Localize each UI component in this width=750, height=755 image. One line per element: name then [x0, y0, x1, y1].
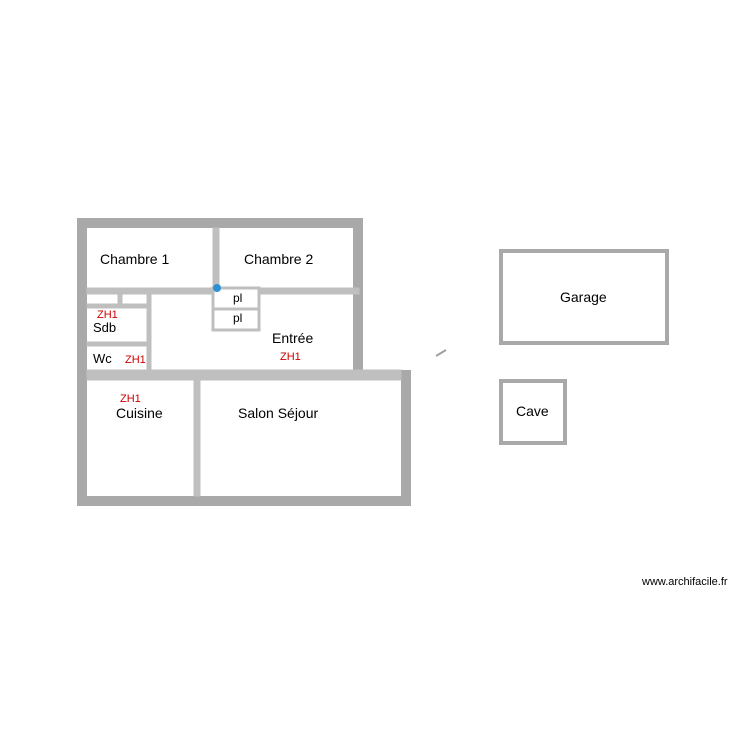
label-entree-zh: ZH1 — [280, 351, 301, 363]
label-cave: Cave — [516, 403, 549, 419]
label-cuisine: Cuisine — [116, 405, 163, 421]
label-garage: Garage — [560, 289, 607, 305]
label-wc-zh: ZH1 — [125, 354, 146, 366]
door-mark — [436, 350, 446, 356]
watermark: www.archifacile.fr — [642, 576, 728, 588]
label-pl-bot: pl — [233, 311, 242, 325]
blue-marker — [213, 284, 221, 292]
label-chambre2: Chambre 2 — [244, 251, 313, 267]
label-wc: Wc — [93, 351, 112, 366]
label-chambre1: Chambre 1 — [100, 251, 169, 267]
label-entree: Entrée — [272, 330, 313, 346]
label-sdb: Sdb — [93, 320, 116, 335]
label-cuisine-zh: ZH1 — [120, 393, 141, 405]
floor-plan: Chambre 1 Chambre 2 pl pl ZH1 Sdb Wc ZH1… — [0, 0, 750, 750]
label-pl-top: pl — [233, 291, 242, 305]
label-salon: Salon Séjour — [238, 405, 319, 421]
